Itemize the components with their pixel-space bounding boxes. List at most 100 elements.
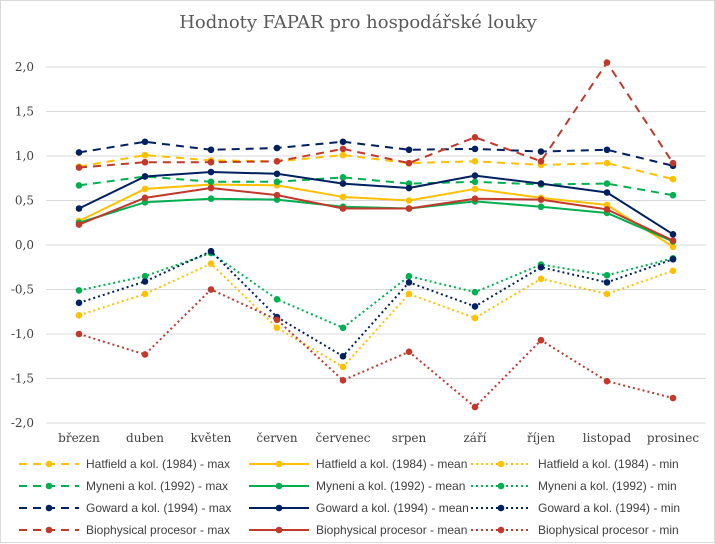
data-point bbox=[339, 193, 347, 201]
data-point bbox=[537, 275, 545, 283]
y-tick-label: 1,5 bbox=[15, 105, 34, 119]
legend-swatch-marker bbox=[45, 482, 53, 490]
legend-label: Goward a kol. (1994) - max bbox=[86, 501, 231, 515]
legend-swatch-marker bbox=[497, 526, 505, 534]
data-point bbox=[669, 394, 677, 402]
series-line bbox=[78, 171, 674, 236]
data-point bbox=[471, 195, 479, 203]
data-point bbox=[75, 221, 83, 228]
data-point bbox=[75, 205, 83, 212]
x-tick-label: listopad bbox=[583, 431, 632, 445]
data-point bbox=[339, 174, 347, 181]
legend-label: Hatfield a kol. (1984) - max bbox=[86, 457, 230, 471]
data-point bbox=[471, 145, 479, 153]
x-tick-label: prosinec bbox=[647, 431, 699, 445]
data-point bbox=[471, 288, 479, 296]
data-point bbox=[537, 196, 545, 203]
data-point bbox=[471, 178, 479, 186]
series-line bbox=[78, 187, 674, 242]
series-line bbox=[78, 61, 674, 169]
legend-item: Biophysical procesor - min bbox=[471, 523, 679, 537]
series-line bbox=[78, 288, 674, 408]
data-point bbox=[75, 312, 83, 319]
data-point bbox=[669, 267, 677, 275]
series-3 bbox=[75, 260, 677, 371]
series-lines bbox=[75, 59, 677, 411]
data-point bbox=[537, 180, 545, 187]
x-tick-label: červenec bbox=[316, 431, 371, 445]
gridlines bbox=[46, 66, 706, 424]
data-point bbox=[75, 182, 83, 189]
legend-swatch-marker bbox=[275, 526, 283, 534]
legend-label: Hatfield a kol. (1984) - min bbox=[538, 457, 679, 471]
data-point bbox=[273, 158, 281, 165]
series-8 bbox=[75, 168, 677, 238]
y-tick-label: -2,0 bbox=[11, 416, 34, 430]
data-point bbox=[471, 134, 479, 141]
data-point bbox=[273, 295, 281, 303]
series-line bbox=[78, 250, 674, 358]
data-point bbox=[471, 303, 479, 310]
data-point bbox=[405, 348, 413, 356]
legend-item: Hatfield a kol. (1984) - mean bbox=[249, 457, 467, 471]
data-point bbox=[339, 180, 347, 187]
data-point bbox=[207, 168, 215, 176]
legend-item: Myneni a kol. (1992) - max bbox=[19, 479, 228, 493]
data-point bbox=[471, 185, 479, 193]
data-point bbox=[273, 324, 281, 332]
legend-item: Goward a kol. (1994) - max bbox=[19, 501, 231, 515]
data-point bbox=[603, 290, 611, 298]
series-line bbox=[78, 175, 674, 197]
data-point bbox=[603, 59, 611, 66]
series-9 bbox=[75, 247, 677, 360]
data-point bbox=[273, 178, 281, 186]
data-point bbox=[669, 237, 677, 244]
data-point bbox=[537, 203, 545, 211]
data-point bbox=[75, 287, 83, 294]
legend-label: Myneni a kol. (1992) - mean bbox=[316, 479, 465, 493]
data-point bbox=[75, 164, 83, 171]
series-line bbox=[78, 183, 674, 248]
x-tick-label: duben bbox=[126, 431, 164, 445]
data-point bbox=[141, 351, 149, 358]
legend-swatch-marker bbox=[45, 504, 53, 512]
data-point bbox=[75, 149, 83, 156]
legend-label: Biophysical procesor - mean bbox=[316, 523, 467, 537]
legend-item: Goward a kol. (1994) - min bbox=[471, 501, 680, 515]
series-10 bbox=[75, 59, 677, 171]
data-point bbox=[405, 279, 413, 286]
data-point bbox=[141, 138, 149, 146]
y-tick-label: 0,0 bbox=[15, 238, 34, 252]
data-point bbox=[405, 159, 413, 167]
legend-swatch-marker bbox=[275, 460, 283, 468]
data-point bbox=[141, 185, 149, 193]
data-point bbox=[603, 377, 611, 385]
x-tick-label: srpen bbox=[392, 431, 427, 445]
data-point bbox=[603, 180, 611, 187]
data-point bbox=[537, 336, 545, 344]
data-point bbox=[405, 197, 413, 204]
data-point bbox=[273, 170, 281, 178]
series-line bbox=[78, 154, 674, 181]
legend: Hatfield a kol. (1984) - max Hatfield a k… bbox=[19, 457, 680, 537]
data-point bbox=[405, 146, 413, 154]
data-point bbox=[141, 151, 149, 159]
legend-label: Myneni a kol. (1992) - max bbox=[86, 479, 228, 493]
data-point bbox=[537, 263, 545, 271]
data-point bbox=[207, 195, 215, 203]
data-point bbox=[207, 178, 215, 186]
legend-swatch-marker bbox=[275, 482, 283, 490]
data-point bbox=[141, 290, 149, 298]
data-point bbox=[471, 172, 479, 179]
data-point bbox=[669, 243, 677, 251]
data-point bbox=[405, 272, 413, 280]
data-point bbox=[669, 175, 677, 183]
legend-label: Biophysical procesor - min bbox=[538, 523, 679, 537]
series-11 bbox=[75, 184, 677, 244]
chart-title: Hodnoty FAPAR pro hospodářské louky bbox=[179, 12, 537, 33]
legend-item: Biophysical procesor - max bbox=[19, 523, 230, 537]
data-point bbox=[669, 191, 677, 199]
x-tick-label: březen bbox=[58, 431, 100, 445]
y-tick-label: -1,0 bbox=[11, 327, 34, 341]
legend-swatch-marker bbox=[497, 482, 505, 490]
